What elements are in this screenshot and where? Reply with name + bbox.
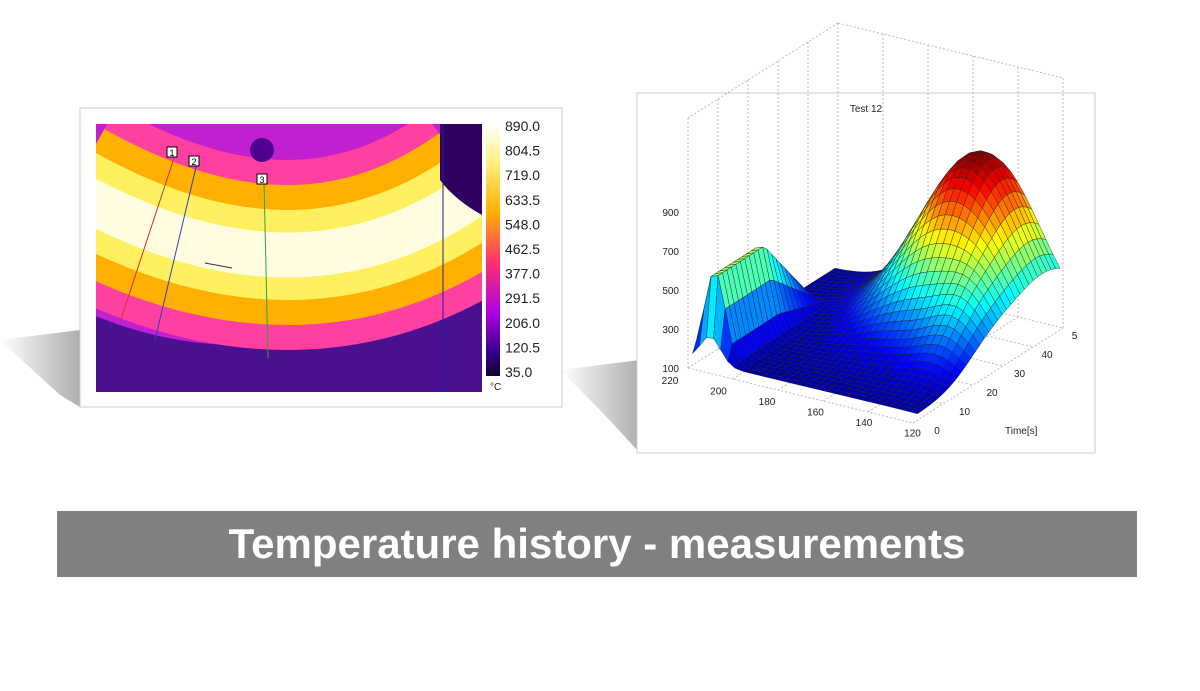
colorbar-label: 377.0	[505, 266, 540, 282]
colorbar-label: 462.5	[505, 241, 540, 257]
colorbar	[486, 124, 500, 376]
banner	[57, 511, 1137, 577]
box-edge	[837, 22, 1064, 79]
colorbar-label: 206.0	[505, 315, 540, 331]
surface-cell	[909, 408, 923, 415]
colorbar-label: 890.0	[505, 118, 540, 134]
shadow	[560, 360, 640, 453]
z-tick-label: 900	[662, 208, 679, 219]
z-tick-label: 700	[662, 247, 679, 258]
colorbar-label: 291.5	[505, 290, 540, 306]
x-tick-label: 220	[662, 376, 679, 387]
y-tick-label: 40	[1041, 350, 1053, 361]
y-tick-label: 20	[986, 388, 998, 399]
marker-label: 1	[169, 148, 174, 158]
y-axis-label: Time[s]	[1005, 426, 1038, 437]
box-edge	[912, 327, 1064, 424]
y-tick-label: 5	[1072, 331, 1078, 342]
marker-box	[256, 173, 268, 185]
colorbar-label: 719.0	[505, 167, 540, 183]
y-tick-label: 10	[959, 407, 971, 418]
marker-box	[188, 155, 200, 167]
thermal-image	[96, 124, 482, 392]
marker-box	[166, 146, 178, 158]
colorbar-label: 548.0	[505, 216, 540, 232]
box-edge	[687, 367, 914, 424]
x-tick-label: 160	[807, 408, 824, 419]
banner-title: Temperature history - measurements	[229, 520, 966, 567]
colorbar-label: 804.5	[505, 143, 540, 159]
z-tick-label: 300	[662, 325, 679, 336]
x-tick-label: 120	[904, 429, 921, 440]
shadow	[0, 330, 80, 407]
colorbar-unit: °C	[490, 382, 501, 393]
x-tick-label: 200	[710, 387, 727, 398]
y-tick-label: 30	[1014, 369, 1026, 380]
box-edge	[837, 272, 1064, 329]
z-tick-label: 500	[662, 286, 679, 297]
plot-title: Test 12	[850, 104, 883, 115]
marker-label: 3	[259, 175, 264, 185]
y-tick-label: 0	[934, 426, 940, 437]
marker-label: 2	[191, 157, 196, 167]
z-tick-label: 100	[662, 364, 679, 375]
colorbar-label: 120.5	[505, 339, 540, 355]
colorbar-label: 35.0	[505, 364, 532, 380]
colorbar-label: 633.5	[505, 192, 540, 208]
box-edge	[687, 22, 839, 119]
x-tick-label: 140	[856, 418, 873, 429]
x-tick-label: 180	[759, 397, 776, 408]
box-edge	[807, 291, 1034, 348]
